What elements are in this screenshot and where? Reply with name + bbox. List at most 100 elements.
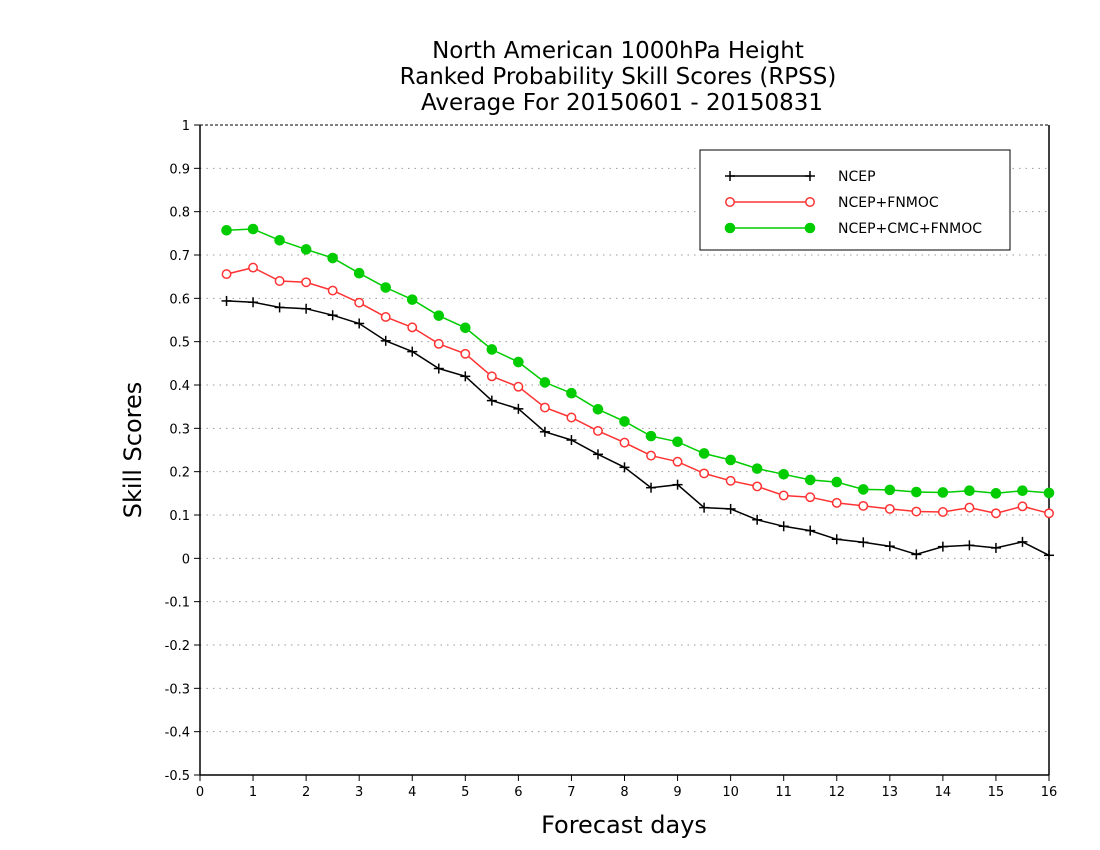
data-point-ncep-cmc-fnmoc: [566, 387, 577, 399]
x-tick-label: 8: [620, 785, 628, 800]
data-point-ncep: [752, 514, 763, 525]
data-point-ncep: [460, 371, 471, 382]
legend-item-ncep: NCEP: [725, 169, 876, 185]
y-tick-label: -0.2: [165, 639, 190, 654]
data-point-ncep-cmc-fnmoc: [884, 484, 896, 496]
data-point-ncep-fnmoc: [752, 481, 763, 492]
data-point-ncep-cmc-fnmoc: [672, 436, 683, 448]
x-axis-label: Forecast days: [541, 811, 707, 839]
data-point-ncep-cmc-fnmoc: [698, 448, 710, 459]
data-point-ncep-fnmoc: [725, 475, 736, 486]
data-point-ncep-cmc-fnmoc: [857, 484, 869, 495]
series-line-ncep: [226, 300, 1050, 556]
x-tick-label: 15: [988, 785, 1005, 800]
data-point-ncep: [513, 403, 524, 414]
data-point-ncep-cmc-fnmoc: [1043, 487, 1055, 499]
x-axis-ticks: 0 1 2 3 4 5 6 7 8 9 10 11 12 13 14 15 16: [196, 775, 1057, 800]
data-point-ncep: [301, 303, 312, 314]
x-tick-label: 3: [355, 785, 363, 800]
data-point-ncep: [990, 542, 1001, 553]
data-point-ncep-fnmoc: [354, 297, 365, 308]
data-point-ncep-cmc-fnmoc: [725, 454, 736, 466]
data-point-ncep-fnmoc: [221, 269, 232, 280]
data-point-ncep: [380, 335, 391, 346]
y-tick-label: -0.5: [165, 769, 190, 784]
chart-title-line-1: North American 1000hPa Height: [432, 38, 804, 64]
legend-marker-right: [805, 197, 815, 207]
data-point-ncep-cmc-fnmoc: [778, 468, 789, 480]
legend: NCEP NCEP+FNMOC NCEP+CMC+FNMOC: [699, 149, 1011, 251]
data-point-ncep: [407, 346, 418, 357]
data-point-ncep-cmc-fnmoc: [300, 244, 312, 255]
y-tick-label: -0.1: [165, 596, 190, 611]
data-point-ncep-cmc-fnmoc: [539, 377, 551, 388]
legend-label: NCEP+CMC+FNMOC: [838, 221, 982, 237]
data-point-ncep: [248, 297, 259, 308]
x-tick-label: 5: [461, 785, 469, 800]
x-tick-label: 12: [828, 785, 845, 800]
data-point-ncep: [964, 540, 975, 551]
data-point-ncep: [486, 395, 497, 406]
data-point-ncep-cmc-fnmoc: [990, 488, 1002, 499]
data-point-ncep: [884, 541, 895, 552]
x-tick-label: 7: [567, 785, 575, 800]
data-point-ncep-fnmoc: [911, 506, 922, 517]
data-point-ncep: [274, 302, 285, 313]
data-point-ncep-fnmoc: [937, 507, 948, 517]
x-tick-label: 13: [882, 785, 899, 800]
data-point-ncep-cmc-fnmoc: [911, 486, 922, 498]
data-point-ncep-cmc-fnmoc: [406, 294, 418, 305]
data-point-ncep: [699, 502, 710, 513]
data-point-ncep-fnmoc: [778, 490, 789, 501]
data-point-ncep: [672, 479, 683, 490]
data-point-ncep-fnmoc: [858, 500, 869, 511]
data-point-ncep-fnmoc: [805, 492, 816, 503]
y-tick-label: 0.6: [169, 292, 190, 307]
data-point-ncep-fnmoc: [646, 450, 656, 461]
data-point-ncep-fnmoc: [513, 381, 524, 392]
data-point-ncep-fnmoc: [831, 497, 842, 508]
legend-marker-left: [724, 222, 736, 234]
legend-marker-left: [725, 197, 735, 207]
data-point-ncep-fnmoc: [699, 468, 710, 479]
data-point-ncep-cmc-fnmoc: [327, 252, 338, 264]
data-point-ncep-fnmoc: [990, 508, 1001, 519]
data-point-ncep: [858, 537, 869, 548]
data-point-ncep: [725, 503, 736, 514]
data-point-ncep-cmc-fnmoc: [486, 344, 498, 355]
data-point-ncep-cmc-fnmoc: [592, 403, 604, 415]
data-point-ncep-fnmoc: [248, 262, 259, 273]
y-axis-label: Skill Scores: [119, 382, 147, 519]
data-point-ncep: [539, 426, 550, 437]
y-tick-label: 0.1: [169, 509, 190, 524]
data-point-ncep-cmc-fnmoc: [751, 463, 763, 474]
data-point-ncep-cmc-fnmoc: [353, 267, 365, 279]
data-point-ncep-fnmoc: [274, 276, 285, 286]
data-point-ncep-cmc-fnmoc: [274, 234, 285, 246]
x-tick-label: 4: [408, 785, 416, 800]
data-point-ncep-fnmoc: [884, 503, 895, 514]
data-point-ncep: [805, 525, 816, 536]
data-point-ncep-fnmoc: [566, 412, 577, 423]
x-tick-label: 2: [302, 785, 310, 800]
data-point-ncep-cmc-fnmoc: [1017, 485, 1028, 497]
data-point-ncep: [592, 449, 603, 460]
data-point-ncep-cmc-fnmoc: [645, 430, 657, 442]
legend-marker-right: [804, 222, 816, 234]
data-point-ncep: [831, 534, 842, 545]
data-point-ncep-cmc-fnmoc: [831, 476, 843, 488]
data-point-ncep-cmc-fnmoc: [937, 487, 949, 498]
x-tick-label: 10: [722, 785, 739, 800]
y-tick-label: 0.7: [169, 249, 190, 264]
data-point-ncep-fnmoc: [301, 277, 312, 288]
data-point-ncep-fnmoc: [672, 456, 683, 467]
data-point-ncep: [619, 462, 630, 473]
data-point-ncep-fnmoc: [593, 425, 603, 436]
y-tick-label: 0.9: [169, 162, 190, 177]
data-point-ncep: [1044, 550, 1054, 561]
y-tick-label: 0.3: [169, 422, 190, 437]
series-ncep: [221, 295, 1054, 561]
data-point-ncep: [327, 310, 338, 321]
data-point-ncep-fnmoc: [964, 502, 975, 513]
